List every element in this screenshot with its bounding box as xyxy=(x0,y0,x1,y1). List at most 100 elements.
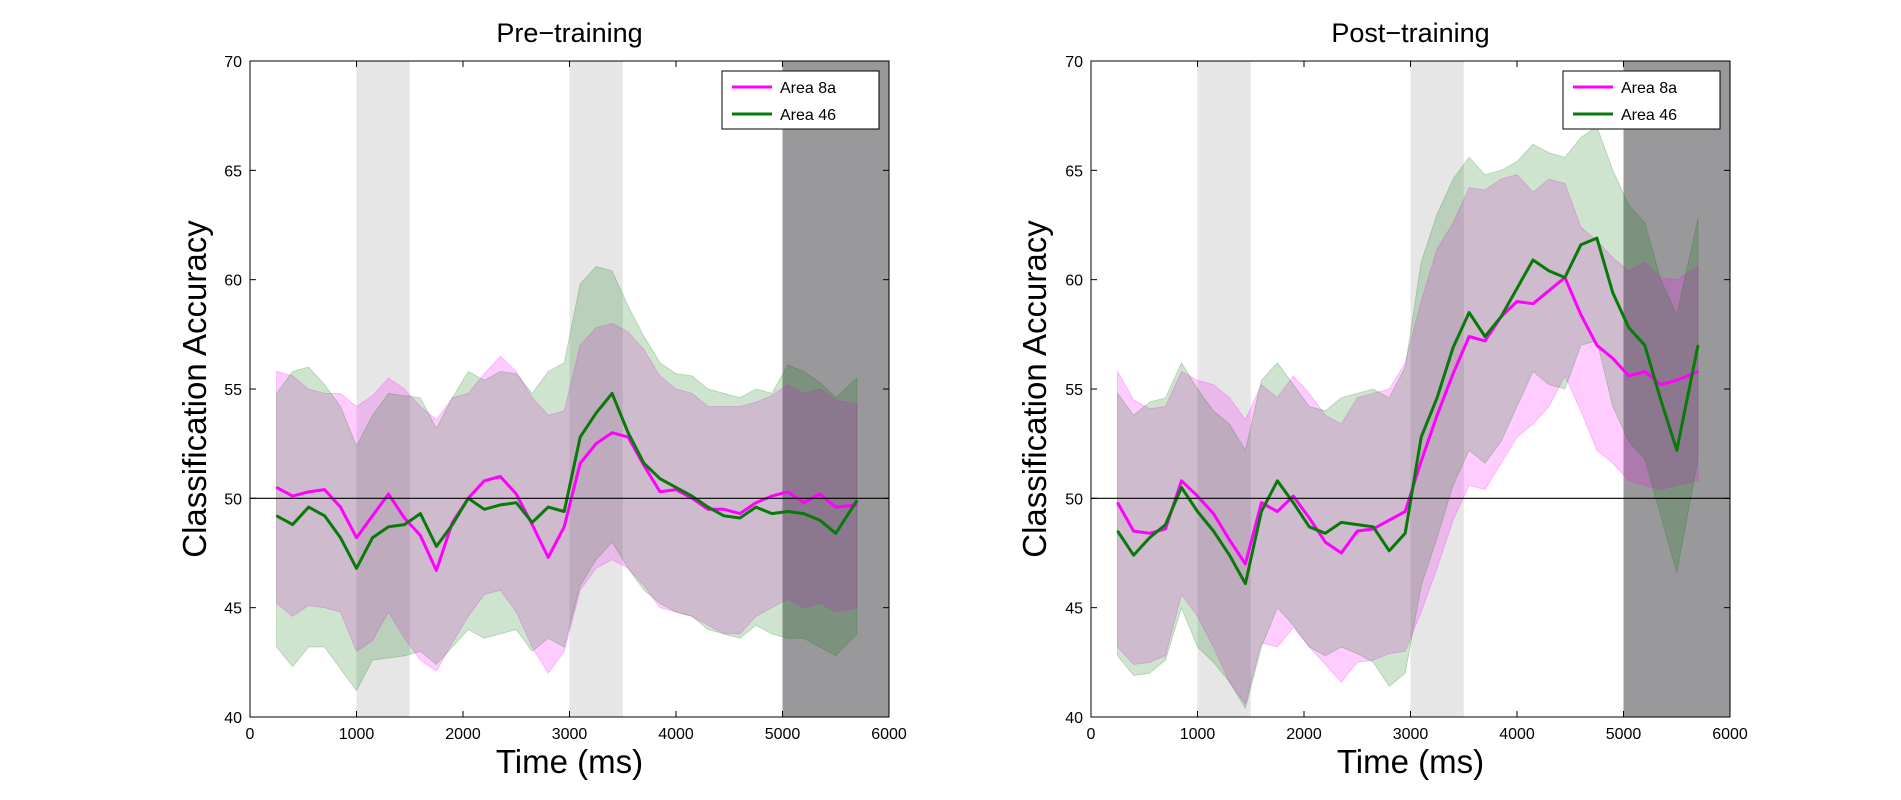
data-point-area-46 xyxy=(1308,525,1311,528)
data-point-area-46 xyxy=(1116,530,1119,532)
data-point-area-8a xyxy=(659,490,661,493)
data-point-area-46 xyxy=(1260,510,1263,513)
y-tick-label: 55 xyxy=(1065,382,1083,399)
data-point-area-8a xyxy=(1580,313,1582,316)
data-point-area-46 xyxy=(1596,237,1598,239)
data-point-area-8a xyxy=(1116,501,1119,504)
y-tick-label: 45 xyxy=(1065,601,1083,618)
x-tick-label: 1000 xyxy=(1180,726,1216,743)
data-point-area-8a xyxy=(1548,289,1550,292)
data-point-area-46 xyxy=(1436,396,1438,399)
y-tick-label: 70 xyxy=(1065,54,1083,71)
data-point-area-8a xyxy=(371,515,374,517)
x-tick-label: 1000 xyxy=(339,726,375,743)
data-point-area-46 xyxy=(1244,582,1247,585)
data-point-area-46 xyxy=(723,515,725,517)
data-point-area-46 xyxy=(483,508,486,511)
data-point-area-46 xyxy=(627,431,629,434)
data-point-area-8a xyxy=(1644,370,1646,373)
data-point-area-8a xyxy=(856,504,858,506)
data-point-area-46 xyxy=(1697,344,1699,347)
data-point-area-46 xyxy=(371,536,374,539)
y-tick-label: 60 xyxy=(1065,273,1083,290)
data-point-area-46 xyxy=(531,521,534,524)
chart-panel-1: 0 1000 2000 3000 4000 5000 6000 40 45 50 55 60 65 70 P… xyxy=(176,18,907,780)
data-point-area-46 xyxy=(787,510,789,513)
data-point-area-8a xyxy=(387,493,390,495)
data-point-area-8a xyxy=(723,508,725,511)
legend-label-area-8a: Area 8a xyxy=(1621,80,1677,97)
data-point-area-8a xyxy=(1180,480,1183,482)
data-point-area-46 xyxy=(675,486,677,489)
data-point-area-8a xyxy=(1356,530,1359,532)
data-point-area-46 xyxy=(1548,270,1550,272)
data-point-area-8a xyxy=(1164,528,1167,530)
x-tick-label: 4000 xyxy=(658,726,694,743)
data-point-area-46 xyxy=(1675,449,1678,452)
data-point-area-46 xyxy=(1212,530,1215,532)
data-point-area-8a xyxy=(563,525,565,528)
data-point-area-46 xyxy=(1132,554,1135,556)
data-point-area-8a xyxy=(483,480,486,482)
data-point-area-8a xyxy=(1452,372,1454,375)
x-tick-label: 2000 xyxy=(445,726,481,743)
data-point-area-46 xyxy=(1324,532,1327,535)
data-point-area-8a xyxy=(1675,379,1678,382)
shaded-interval-2 xyxy=(1410,61,1464,717)
data-point-area-46 xyxy=(856,499,858,502)
data-point-area-8a xyxy=(307,490,310,493)
data-point-area-46 xyxy=(579,436,581,438)
data-point-area-46 xyxy=(1644,344,1646,347)
data-point-area-8a xyxy=(1308,517,1311,519)
data-point-area-46 xyxy=(419,512,422,515)
data-point-area-46 xyxy=(291,523,294,526)
legend-label-area-8a: Area 8a xyxy=(780,80,836,97)
legend-label-area-46: Area 46 xyxy=(780,107,836,124)
data-point-area-8a xyxy=(755,501,757,504)
x-tick-label: 6000 xyxy=(871,726,907,743)
data-point-area-46 xyxy=(323,515,326,517)
data-point-area-8a xyxy=(1596,344,1598,347)
data-point-area-46 xyxy=(1628,326,1630,329)
x-tick-label: 5000 xyxy=(765,726,801,743)
data-point-area-46 xyxy=(1372,525,1375,528)
data-point-area-46 xyxy=(499,504,502,506)
data-point-area-8a xyxy=(419,534,422,537)
data-point-area-46 xyxy=(803,512,805,515)
data-point-area-46 xyxy=(1484,335,1486,338)
data-point-area-8a xyxy=(1659,383,1662,386)
y-tick-label: 65 xyxy=(224,163,242,180)
data-point-area-46 xyxy=(1500,316,1502,318)
data-point-area-46 xyxy=(707,506,709,508)
data-point-area-46 xyxy=(771,512,773,515)
data-point-area-46 xyxy=(1180,486,1183,489)
x-tick-label: 2000 xyxy=(1286,726,1322,743)
data-point-area-8a xyxy=(627,436,629,438)
data-point-area-8a xyxy=(1516,300,1518,303)
data-point-area-8a xyxy=(1276,510,1279,513)
data-point-area-8a xyxy=(499,475,502,478)
data-point-area-46 xyxy=(1516,287,1518,290)
data-point-area-46 xyxy=(1564,276,1566,279)
data-point-area-8a xyxy=(1436,414,1438,417)
data-point-area-8a xyxy=(1212,512,1215,515)
data-point-area-46 xyxy=(403,523,406,526)
data-point-area-8a xyxy=(1468,335,1470,338)
shaded-interval-3 xyxy=(782,61,889,717)
data-point-area-46 xyxy=(1148,536,1151,539)
data-point-area-46 xyxy=(739,517,741,519)
data-point-area-8a xyxy=(1196,495,1199,497)
data-point-area-8a xyxy=(1420,460,1422,462)
y-tick-label: 40 xyxy=(224,710,242,727)
x-tick-label: 5000 xyxy=(1606,726,1642,743)
x-tick-label: 0 xyxy=(246,726,255,743)
x-tick-label: 3000 xyxy=(1393,726,1429,743)
y-tick-label: 50 xyxy=(224,491,242,508)
data-point-area-46 xyxy=(1196,510,1199,513)
data-point-area-46 xyxy=(275,515,278,517)
shaded-interval-1 xyxy=(356,61,410,717)
data-point-area-8a xyxy=(1148,532,1151,535)
data-point-area-8a xyxy=(355,536,358,539)
data-point-area-46 xyxy=(1532,259,1534,261)
